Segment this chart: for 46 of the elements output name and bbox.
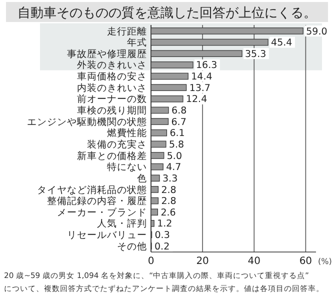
y-tick-label: その他 (117, 240, 147, 252)
x-axis-title: (%) (318, 257, 332, 266)
data-label: 6.7 (171, 116, 186, 128)
y-tick-label: 車検の残り期間 (77, 104, 147, 117)
data-label: 35.3 (245, 48, 266, 60)
y-tick-label: 前オーナーの数 (77, 93, 147, 106)
data-label: 13.7 (189, 82, 210, 94)
y-tick-label: リセールバリュー (67, 230, 147, 242)
data-label: 12.4 (186, 94, 208, 106)
data-label: 16.3 (196, 60, 218, 72)
x-tick-label: 20 (196, 256, 209, 267)
data-label: 5.8 (168, 139, 184, 150)
data-label: 59.0 (306, 26, 328, 38)
y-tick-label: 外装のきれいさ (77, 59, 147, 72)
y-tick-label: 色 (137, 172, 147, 184)
y-tick-label: 整備記録の内容・履歴 (47, 195, 147, 208)
data-label: 0.3 (154, 230, 170, 242)
y-tick-label: 内装のきれいさ (77, 82, 147, 94)
data-label: 0.2 (154, 241, 170, 252)
y-tick-label: メーカー・ブランド (57, 206, 147, 218)
data-label: 4.7 (166, 162, 182, 174)
y-tick-label: 年式 (127, 36, 147, 49)
y-tick-label: 車両価格の安さ (77, 70, 147, 83)
data-label: 14.4 (191, 72, 212, 83)
data-label: 2.6 (160, 207, 176, 218)
x-tick-label: 40 (248, 256, 260, 267)
x-tick-label: 60 (299, 256, 312, 267)
data-label: 6.1 (170, 128, 185, 140)
y-tick-label: 人気・評判 (97, 218, 147, 230)
y-tick-label: 事故歴や修理履歴 (67, 48, 147, 60)
data-label: 6.8 (172, 106, 187, 117)
x-tick-label: 0 (148, 256, 154, 267)
y-tick-label: エンジンや駆動機関の状態 (27, 116, 147, 128)
y-tick-label: タイヤなど消耗品の状態 (37, 184, 147, 196)
data-label: 45.4 (271, 38, 292, 49)
data-label: 1.2 (157, 218, 172, 230)
y-tick-label: 装備の充実さ (87, 138, 147, 150)
y-tick-label: 走行距離 (107, 25, 147, 38)
data-label: 5.0 (166, 150, 182, 162)
data-label: 2.8 (161, 196, 176, 208)
chart-title: 自動車そのものの質を意識した回答が上位にくる。 (18, 6, 316, 21)
y-tick-label: 燃費性能 (107, 127, 147, 140)
data-label: 2.8 (161, 184, 176, 196)
data-label: 3.3 (162, 173, 178, 184)
y-tick-label: 特にない (107, 161, 147, 174)
y-tick-label: 新車との価格差 (77, 150, 147, 162)
